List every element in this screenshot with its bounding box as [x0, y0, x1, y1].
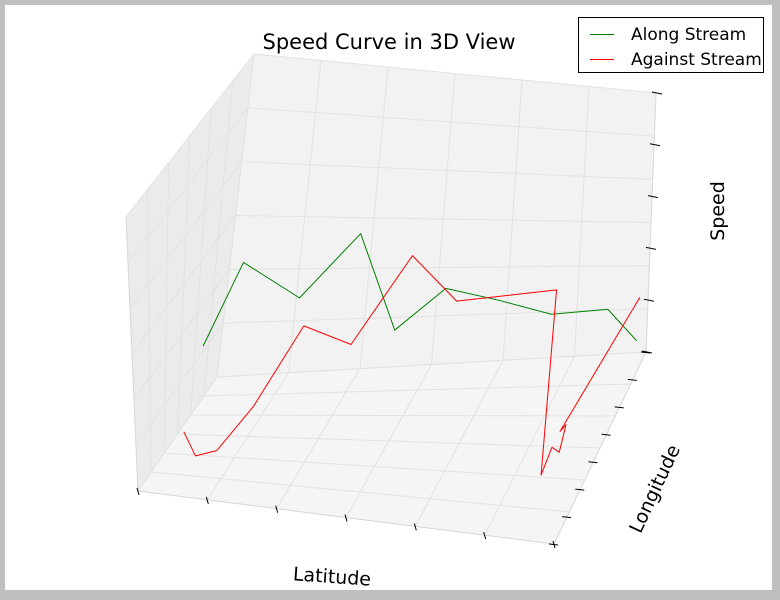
- y-tick: [640, 351, 651, 354]
- chart-3d: Speed Curve in 3D View Latitude Longitud…: [125, 30, 729, 590]
- series-line-against-stream: [183, 255, 641, 476]
- x-tick: [483, 532, 487, 540]
- y-tick: [575, 488, 585, 491]
- y-tick: [548, 543, 559, 546]
- axis-edge: [553, 351, 647, 545]
- axes-panes: [126, 54, 656, 544]
- z-tick: [645, 246, 657, 250]
- grid-line: [127, 107, 249, 263]
- legend-entry-along-stream: Along Stream: [579, 22, 763, 47]
- x-axis-label: Latitude: [292, 563, 372, 590]
- x-tick: [275, 505, 279, 513]
- y-tick: [614, 406, 624, 409]
- legend-swatch-against-stream: [590, 59, 614, 60]
- legend-swatch-along-stream: [590, 34, 614, 35]
- z-tick: [647, 195, 659, 199]
- y-axis-label: Longitude: [625, 442, 685, 537]
- z-tick: [649, 143, 661, 147]
- z-tick: [651, 91, 663, 95]
- legend-label-along-stream: Along Stream: [631, 24, 747, 45]
- pane-left: [126, 54, 254, 491]
- legend-label-against-stream: Against Stream: [631, 49, 762, 70]
- x-tick: [205, 496, 209, 504]
- axes-ticks: [136, 91, 663, 549]
- pane-back: [217, 54, 656, 377]
- x-tick: [136, 487, 140, 496]
- legend-entry-against-stream: Against Stream: [579, 47, 763, 72]
- z-tick: [641, 350, 653, 354]
- grid-line: [203, 383, 631, 397]
- y-tick: [627, 378, 637, 381]
- x-tick: [344, 514, 348, 522]
- y-tick: [588, 461, 598, 464]
- z-tick: [643, 298, 655, 302]
- grid-line: [216, 351, 647, 378]
- figure: Speed Curve in 3D View Latitude Longitud…: [5, 5, 772, 590]
- x-tick: [413, 523, 417, 531]
- chart-title: Speed Curve in 3D View: [263, 30, 516, 54]
- legend: Along Stream Against Stream: [578, 17, 764, 73]
- grid-line: [216, 53, 255, 378]
- pane-floor: [138, 352, 646, 544]
- axis-edge: [645, 92, 657, 353]
- series-layer: [183, 233, 641, 476]
- axis-edge: [125, 216, 139, 492]
- series-line-along-stream: [202, 233, 638, 347]
- grid-line: [247, 107, 655, 137]
- grid-line: [253, 53, 657, 94]
- z-axis-label: Speed: [707, 181, 729, 241]
- grid-line: [125, 53, 255, 218]
- y-tick: [562, 516, 572, 519]
- y-tick: [601, 433, 611, 436]
